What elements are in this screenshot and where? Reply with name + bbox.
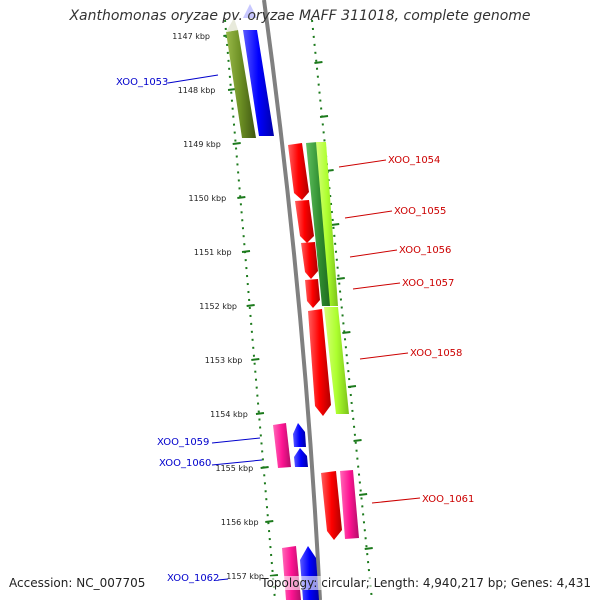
ruler-tick-major	[232, 142, 241, 145]
ruler-label: 1151 kbp	[194, 248, 232, 257]
ruler-label: 1155 kbp	[215, 464, 253, 473]
ruler-tick-major	[319, 115, 329, 118]
gene-glyph-red-1055[interactable]	[295, 200, 314, 243]
ruler-label: 1152 kbp	[199, 302, 237, 311]
ruler-label: 1157 kbp	[226, 572, 264, 581]
gene-glyph-olive-tip-1053	[226, 18, 238, 32]
genes-label: Genes:	[510, 576, 553, 590]
ruler-tick-major	[269, 574, 279, 577]
ruler-label: 1154 kbp	[210, 410, 248, 419]
ruler-tick-major	[255, 412, 265, 415]
leader-xoo-1061	[371, 497, 421, 504]
ruler-ticks	[223, 34, 373, 577]
ruler-labels: 1147 kbp 1148 kbp 1149 kbp 1150 kbp 1151 kbp…	[172, 32, 264, 581]
genome-summary: Topology: circular; Length: 4,940,217 bp…	[261, 576, 591, 590]
leader-xoo-1055	[344, 210, 393, 219]
topology-label: Topology:	[261, 576, 318, 590]
gene-label-xoo-1058[interactable]: XOO_1058	[410, 348, 462, 359]
gene-label-xoo-1061[interactable]: XOO_1061	[422, 494, 474, 505]
gene-leader-lines	[167, 74, 421, 581]
length-label: Length:	[373, 576, 420, 590]
gene-glyph-red-1054[interactable]	[288, 143, 309, 200]
ruler-tick-major	[331, 223, 340, 226]
ruler-label: 1148 kbp	[178, 86, 216, 95]
genes-value: 4,431	[556, 576, 591, 590]
genome-backbone	[262, 0, 322, 600]
ruler-tick-major	[347, 385, 357, 388]
accession-label: Accession:	[9, 576, 73, 590]
gene-glyph-red-1061[interactable]	[321, 471, 342, 540]
ruler-tick-major	[336, 277, 345, 280]
ruler-tick-major	[353, 439, 362, 442]
ruler-label: 1153 kbp	[205, 356, 243, 365]
leader-xoo-1058	[359, 352, 409, 360]
gene-glyph-pink-1061[interactable]	[340, 470, 359, 539]
gene-glyph-blue-tip-1053	[243, 4, 257, 18]
gene-glyphs	[226, 4, 359, 600]
ruler-tick-major	[251, 358, 260, 361]
ruler-label: 1150 kbp	[188, 194, 226, 203]
gene-label-xoo-1055[interactable]: XOO_1055	[394, 206, 446, 217]
ruler-tick-major	[364, 547, 373, 550]
gene-glyph-red-1058[interactable]	[308, 309, 331, 416]
leader-xoo-1059	[211, 437, 261, 444]
ruler-label: 1147 kbp	[172, 32, 210, 41]
gene-glyph-blue-1060[interactable]	[294, 448, 308, 467]
gene-label-xoo-1054[interactable]: XOO_1054	[388, 155, 440, 166]
gene-labels: XOO_1053 XOO_1054 XOO_1055 XOO_1056 XOO_…	[116, 77, 474, 584]
gene-label-xoo-1057[interactable]: XOO_1057	[402, 278, 454, 289]
gene-label-xoo-1060[interactable]: XOO_1060	[159, 458, 211, 469]
ruler-tick-major	[260, 466, 269, 469]
ruler-label: 1149 kbp	[183, 140, 221, 149]
length-value: 4,940,217 bp	[422, 576, 503, 590]
leader-xoo-1062	[217, 578, 229, 581]
leader-xoo-1060	[211, 459, 263, 466]
gene-glyph-yellow-green-1058[interactable]	[324, 307, 349, 414]
leader-xoo-1056	[349, 249, 398, 258]
ruler-tick-major	[314, 61, 323, 64]
gene-glyph-blue-1053[interactable]	[243, 30, 274, 136]
ruler-tick-major	[246, 304, 255, 307]
gene-label-xoo-1062[interactable]: XOO_1062	[167, 573, 219, 584]
ruler-label: 1156 kbp	[221, 518, 259, 527]
gene-label-xoo-1056[interactable]: XOO_1056	[399, 245, 451, 256]
ruler-tick-major	[237, 196, 246, 199]
ruler-tick-major	[342, 331, 351, 334]
gene-label-xoo-1053[interactable]: XOO_1053	[116, 77, 168, 88]
gene-glyph-blue-1059[interactable]	[293, 423, 306, 447]
gene-glyph-red-1056[interactable]	[301, 242, 318, 279]
gene-glyph-pink-1062[interactable]	[282, 546, 301, 600]
gene-glyph-olive-1053[interactable]	[226, 30, 256, 138]
ruler-tick-major	[241, 250, 251, 253]
leader-xoo-1054	[338, 159, 387, 168]
ruler-tick-major	[359, 493, 368, 496]
gene-glyph-red-1057[interactable]	[305, 279, 320, 308]
ruler-tick-major	[265, 520, 274, 523]
topology-value: circular	[321, 576, 366, 590]
gene-glyph-pink-1059[interactable]	[273, 423, 291, 468]
leader-xoo-1057	[352, 282, 401, 290]
leader-xoo-1053	[167, 74, 219, 84]
gene-label-xoo-1059[interactable]: XOO_1059	[157, 437, 209, 448]
outer-guide-left	[224, 19, 276, 600]
accession-value: NC_007705	[76, 576, 146, 590]
genome-title: Xanthomonas oryzae pv. oryzae MAFF 31101…	[69, 8, 531, 24]
gene-glyph-yellow-green-1054[interactable]	[316, 142, 338, 306]
accession-info: Accession: NC_007705	[9, 576, 146, 590]
